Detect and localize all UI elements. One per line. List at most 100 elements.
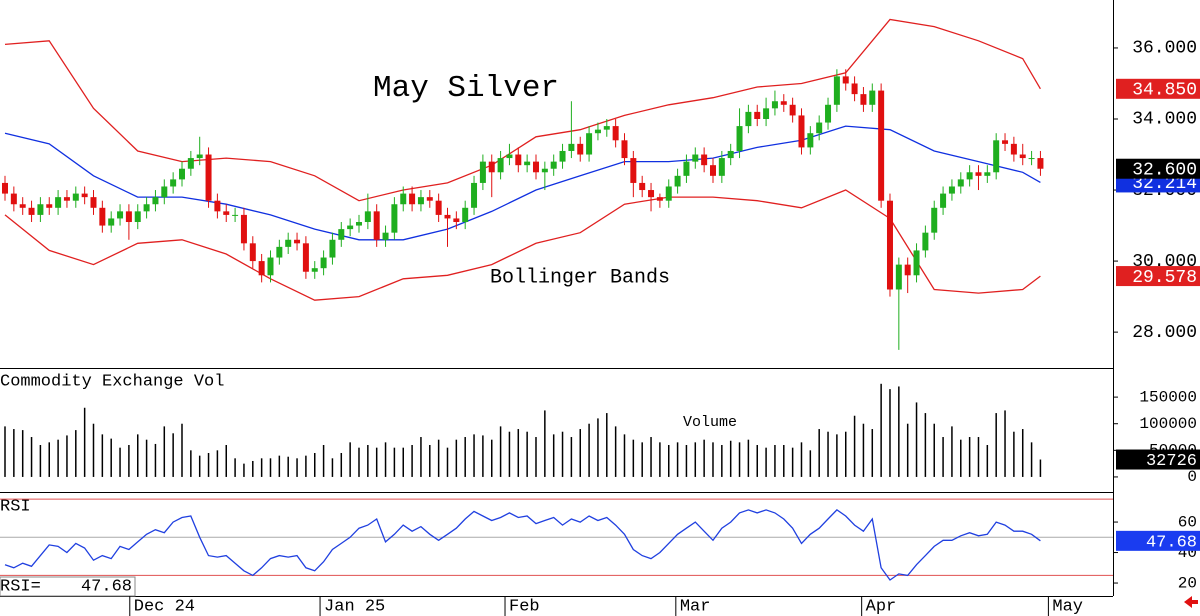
candle-body <box>736 126 743 151</box>
candle-body <box>966 172 973 180</box>
candle-body <box>28 207 35 215</box>
candle-body <box>586 133 593 155</box>
candle-body <box>364 211 371 223</box>
candle-body <box>515 154 522 166</box>
candle-body <box>382 232 389 240</box>
value-box-label: 47.68 <box>1146 533 1197 552</box>
candle-body <box>639 182 646 191</box>
candle-body <box>426 197 433 201</box>
candle-body <box>984 172 991 176</box>
candle-body <box>771 101 778 109</box>
value-box <box>1116 158 1200 179</box>
candle-body <box>462 207 469 223</box>
candle-body <box>807 133 814 148</box>
candle-body <box>559 150 566 162</box>
candle-body <box>285 239 292 247</box>
y-tick-label: 60 <box>1178 513 1197 531</box>
candle-body <box>886 200 893 290</box>
candle-body <box>727 150 734 159</box>
candle-body <box>108 218 115 226</box>
x-tick-label: Feb <box>509 597 540 616</box>
candle-body <box>869 90 876 105</box>
candle-body <box>117 211 124 219</box>
candle-body <box>143 204 150 212</box>
candle-body <box>55 197 62 208</box>
x-tick-label: May <box>1052 597 1083 616</box>
candle-body <box>692 154 699 162</box>
candle-body <box>993 140 1000 173</box>
candle-body <box>674 175 681 187</box>
candle-body <box>134 211 141 223</box>
candle-body <box>612 126 619 141</box>
candle-body <box>532 161 539 173</box>
candle-body <box>948 186 955 194</box>
annotation: Volume <box>683 414 737 431</box>
candle-body <box>842 76 849 84</box>
candle-body <box>294 239 301 244</box>
y-tick-label: 0 <box>1187 468 1197 486</box>
y-tick-label: 20 <box>1178 574 1197 592</box>
candle-body <box>205 154 212 201</box>
candle-body <box>789 104 796 116</box>
value-box-label: 32.600 <box>1132 160 1197 180</box>
candle-body <box>444 214 451 219</box>
value-box-label: 32726 <box>1146 452 1197 471</box>
candle-body <box>1002 140 1009 144</box>
candle-body <box>72 193 79 201</box>
candle-body <box>223 211 230 215</box>
candle-body <box>825 104 832 123</box>
candle-body <box>860 94 867 105</box>
candle-body <box>683 161 690 176</box>
candle-body <box>594 129 601 134</box>
candle-body <box>400 193 407 205</box>
candle-body <box>258 261 265 276</box>
candle-body <box>497 158 504 173</box>
candle-body <box>709 165 716 176</box>
candle-body <box>249 243 256 262</box>
y-tick-label: 34.000 <box>1132 110 1197 130</box>
candle-body <box>338 229 345 240</box>
candle-body <box>391 204 398 233</box>
readout-label: RSI= <box>0 577 41 596</box>
candle-body <box>895 264 902 290</box>
candle-body <box>913 250 920 276</box>
candle-body <box>196 154 203 159</box>
candle-body <box>99 207 106 226</box>
candle-body <box>320 257 327 269</box>
candle-body <box>550 161 557 169</box>
value-box <box>1116 266 1200 287</box>
readout-value: 47.68 <box>81 577 132 596</box>
candle-body <box>603 126 610 130</box>
candle-body <box>1037 158 1044 169</box>
candle-body <box>187 158 194 169</box>
candle-body <box>975 172 982 176</box>
candle-body <box>329 239 336 258</box>
readout-box <box>0 576 136 597</box>
candle-body <box>417 197 424 205</box>
candle-body <box>479 161 486 183</box>
value-box <box>1116 530 1200 551</box>
rsi-line <box>4 509 1041 581</box>
candle-body <box>568 143 575 151</box>
candle-body <box>878 90 885 201</box>
candle-body <box>409 193 416 205</box>
value-box-label: 29.578 <box>1132 268 1197 288</box>
y-tick-label: 28.000 <box>1132 323 1197 343</box>
x-tick-label: Mar <box>680 597 711 616</box>
candle-body <box>161 186 168 198</box>
y-tick-label: 150000 <box>1139 388 1197 406</box>
candle-body <box>922 232 929 251</box>
candle-body <box>214 200 221 212</box>
candle-body <box>63 197 70 201</box>
x-tick-label: Jan 25 <box>324 597 385 616</box>
candle-body <box>170 179 177 187</box>
candle-body <box>816 122 823 134</box>
candle-body <box>37 204 44 215</box>
candle-body <box>931 207 938 233</box>
value-box <box>1116 449 1200 470</box>
scroll-arrow[interactable] <box>1184 596 1198 608</box>
candle-body <box>745 111 752 127</box>
candle-body <box>541 168 548 173</box>
candle-body <box>630 158 637 183</box>
